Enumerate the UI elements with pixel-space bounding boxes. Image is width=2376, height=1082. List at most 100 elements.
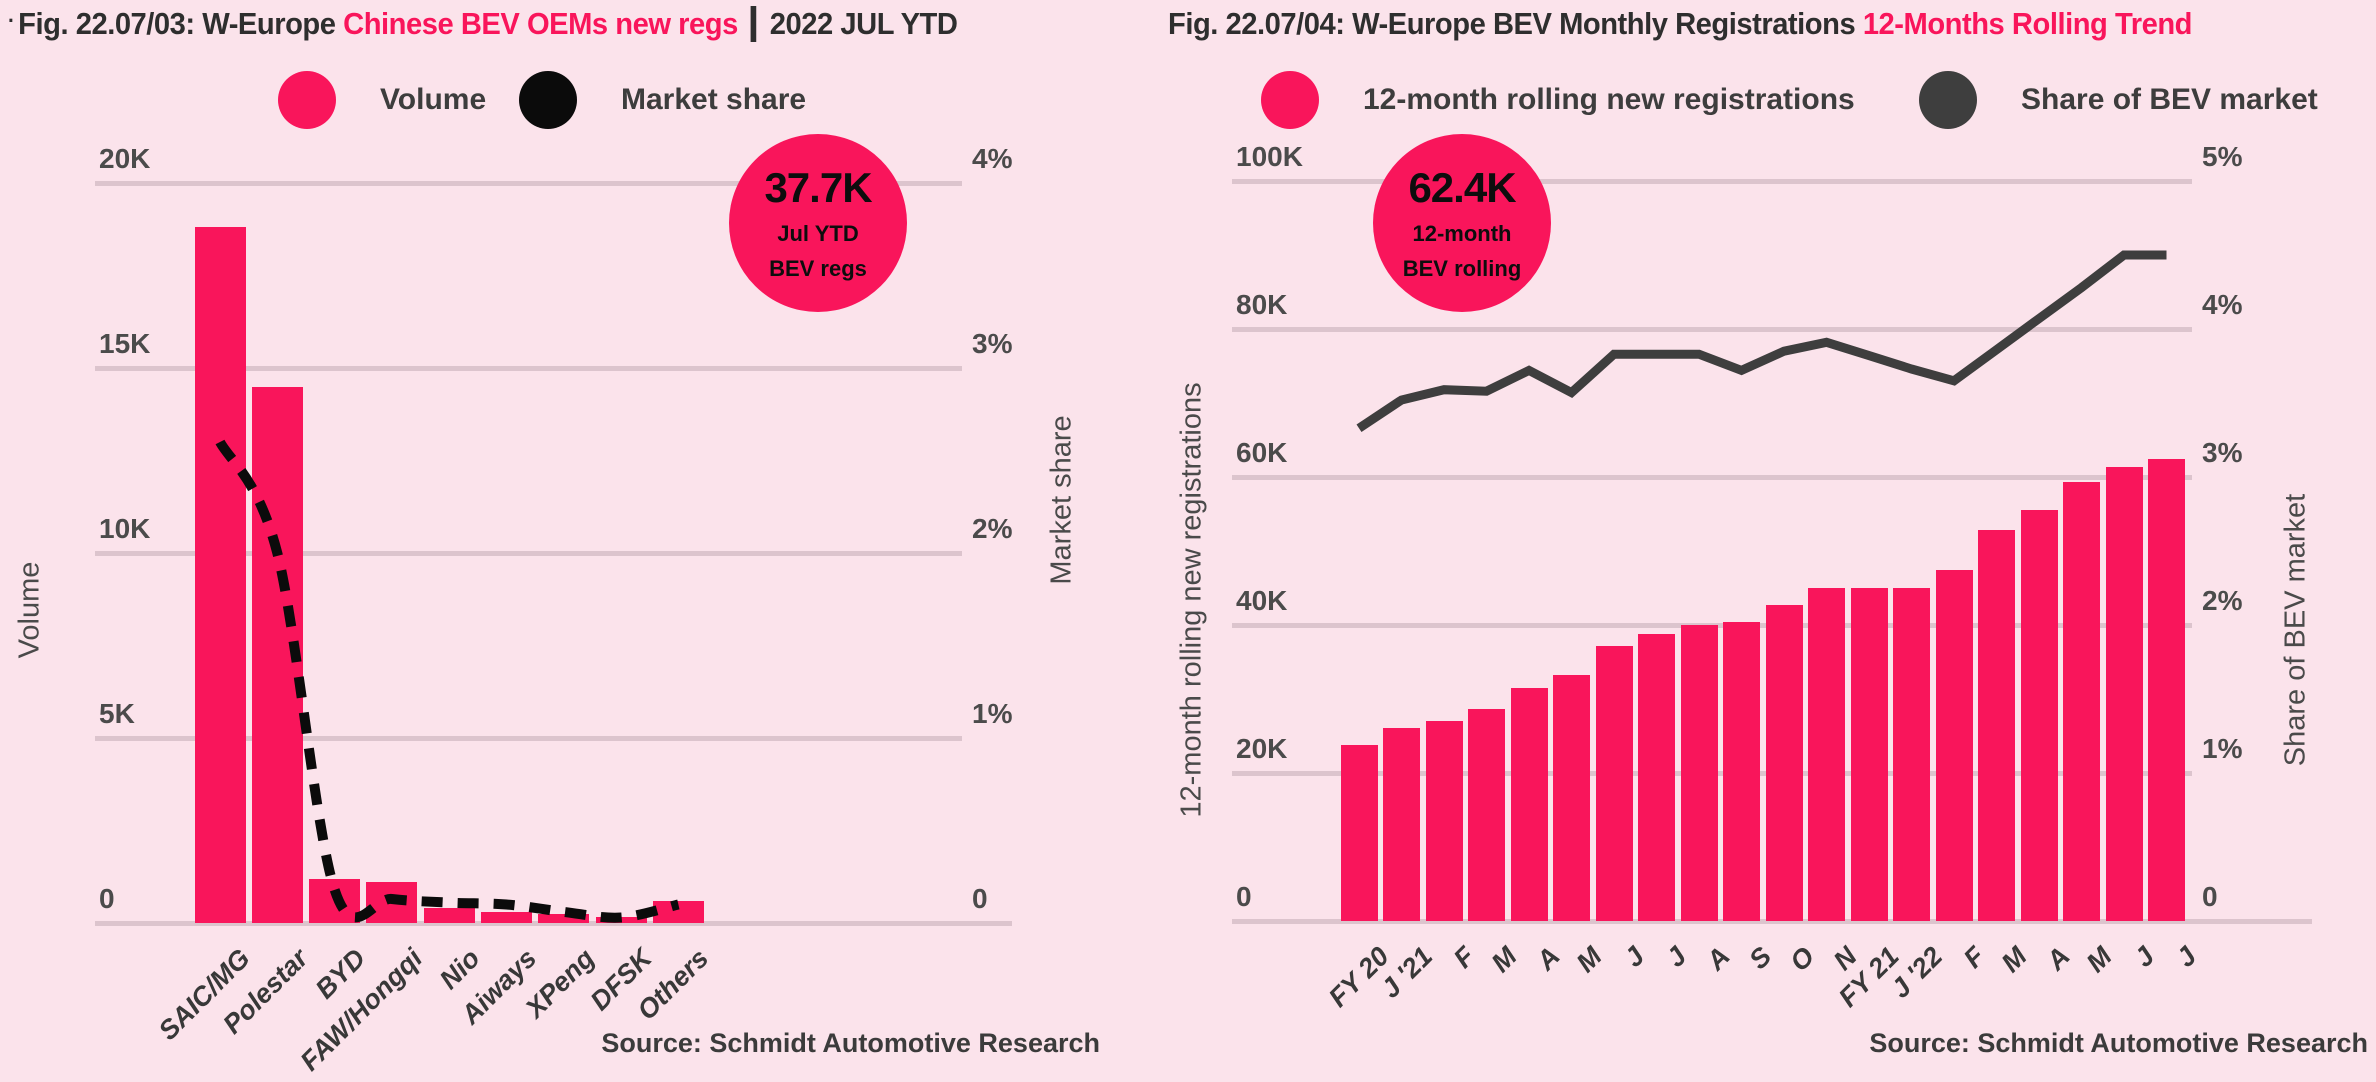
rolling-total-badge: 62.4K 12-month BEV rolling bbox=[1373, 134, 1551, 312]
y-axis-tick-label: 10K bbox=[99, 513, 151, 544]
bev-share-legend-dot-icon bbox=[1919, 71, 1977, 129]
right-source-credit: Source: Schmidt Automotive Research bbox=[1869, 1028, 2368, 1058]
x-axis-category-label: J bbox=[1660, 941, 1693, 973]
x-axis-category-label: A bbox=[1530, 941, 1566, 977]
title-separator bbox=[751, 6, 757, 42]
gridline bbox=[1232, 919, 2312, 924]
secondary-y-axis-tick-label: 2% bbox=[2202, 585, 2243, 616]
registrations-bar bbox=[2020, 509, 2058, 921]
registrations-bar bbox=[1383, 727, 1420, 921]
left-title-pink: Chinese BEV OEMs new regs bbox=[335, 6, 738, 41]
x-axis-category-label: O bbox=[1784, 941, 1821, 978]
badge-line2: BEV rolling bbox=[1402, 256, 1522, 281]
x-axis-category-label: J bbox=[1618, 941, 1651, 973]
market-share-legend-dot-icon bbox=[519, 71, 577, 129]
x-axis-category-label: F bbox=[1957, 941, 1991, 974]
x-axis-category-label: M bbox=[1570, 941, 1608, 979]
gridline bbox=[95, 921, 1012, 926]
y-axis-tick-label: 80K bbox=[1236, 289, 1288, 320]
left-y-axis-title: Volume bbox=[13, 561, 46, 659]
legend-label: 12-month rolling new registrations bbox=[1363, 83, 1855, 116]
registrations-bar bbox=[1468, 708, 1505, 921]
x-axis-category-label: M bbox=[2080, 941, 2118, 979]
y-axis-tick-label: 100K bbox=[1236, 141, 1303, 172]
legend-label: Market share bbox=[621, 83, 807, 116]
badge-value: 37.7K bbox=[764, 164, 872, 211]
right-chart-right-axis-title: Share of BEV market bbox=[2279, 493, 2312, 767]
gridline bbox=[1232, 475, 2192, 480]
legend-item-market-share: Market share bbox=[519, 71, 806, 129]
y-axis-tick-label: 20K bbox=[1236, 733, 1288, 764]
x-axis-category-label: S bbox=[1743, 941, 1778, 975]
registrations-bar bbox=[1638, 633, 1675, 921]
volume-bar bbox=[194, 227, 246, 923]
x-axis-category-label: M bbox=[1485, 941, 1523, 979]
y-axis-tick-label: 60K bbox=[1236, 437, 1288, 468]
volume-bar bbox=[309, 878, 361, 923]
legend-item-rolling-registrations: 12-month rolling new registrations bbox=[1261, 71, 1855, 129]
registrations-bar bbox=[1680, 625, 1718, 921]
badge-value: 62.4K bbox=[1408, 164, 1516, 211]
left-chart-right-axis-title: Market share bbox=[1045, 415, 1078, 585]
registrations-bar bbox=[1425, 721, 1463, 921]
legend-label: Volume bbox=[380, 83, 487, 116]
secondary-y-axis-tick-label: 3% bbox=[972, 328, 1013, 359]
right-chart-title: Fig. 22.07/04: W-Europe BEV Monthly Regi… bbox=[1168, 6, 2192, 42]
badge-line1: 12-month bbox=[1412, 221, 1512, 246]
volume-legend-dot-icon bbox=[278, 71, 336, 129]
y-axis-tick-label: 0 bbox=[1236, 881, 1252, 912]
legend-label: Share of BEV market bbox=[2021, 83, 2318, 116]
secondary-y-axis-tick-label: 1% bbox=[972, 698, 1013, 729]
registrations-bar bbox=[2105, 467, 2143, 921]
x-axis-category-label: J bbox=[2128, 941, 2161, 973]
secondary-y-axis-tick-label: 3% bbox=[2202, 437, 2243, 468]
legend-item-volume: Volume bbox=[278, 71, 486, 129]
x-axis-category-label: A bbox=[2040, 941, 2076, 977]
legend-item-bev-share: Share of BEV market bbox=[1919, 71, 2318, 129]
x-axis-category-label: A bbox=[1700, 941, 1736, 977]
badge-line1: Jul YTD bbox=[777, 221, 859, 246]
registrations-bar bbox=[1510, 687, 1548, 921]
registrations-bar bbox=[1765, 605, 1803, 921]
rolling-registrations-legend-dot-icon bbox=[1261, 71, 1319, 129]
volume-bar bbox=[481, 911, 532, 923]
registrations-bar bbox=[1808, 588, 1845, 921]
registrations-bar bbox=[1340, 744, 1378, 921]
registrations-bar bbox=[2063, 482, 2100, 921]
volume-bar bbox=[366, 882, 418, 923]
registrations-bar bbox=[1978, 529, 2015, 921]
secondary-y-axis-tick-label: 1% bbox=[2202, 733, 2243, 764]
secondary-y-axis-tick-label: 4% bbox=[2202, 289, 2243, 320]
y-axis-tick-label: 0 bbox=[99, 883, 115, 914]
title-bullet: · bbox=[8, 8, 15, 33]
left-title-dark: Fig. 22.07/03: W-Europe bbox=[18, 6, 336, 41]
left-chart-title: · Fig. 22.07/03: W-Europe Chinese BEV OEM… bbox=[8, 6, 958, 42]
registrations-bar bbox=[1893, 588, 1930, 921]
registrations-bar bbox=[1935, 569, 1973, 921]
y-axis-tick-label: 5K bbox=[99, 698, 135, 729]
jul-ytd-total-badge: 37.7K Jul YTD BEV regs bbox=[729, 134, 907, 312]
gridline bbox=[1232, 179, 2192, 184]
volume-bar bbox=[538, 913, 590, 923]
volume-bar bbox=[595, 917, 647, 923]
secondary-y-axis-tick-label: 0 bbox=[972, 883, 988, 914]
left-source-credit: Source: Schmidt Automotive Research bbox=[601, 1028, 1100, 1058]
right-title-pink: 12-Months Rolling Trend bbox=[1855, 6, 2193, 41]
secondary-y-axis-tick-label: 5% bbox=[2202, 141, 2243, 172]
x-axis-category-label: F bbox=[1447, 941, 1481, 974]
secondary-y-axis-tick-label: 0 bbox=[2202, 881, 2218, 912]
x-axis-category-label: J '22 bbox=[1884, 941, 1948, 1004]
registrations-bar bbox=[1723, 622, 1760, 921]
secondary-y-axis-tick-label: 2% bbox=[972, 513, 1013, 544]
x-axis-category-label: J bbox=[2170, 941, 2203, 973]
x-axis-category-label: M bbox=[1995, 941, 2033, 979]
volume-bar bbox=[423, 908, 475, 923]
volume-bar bbox=[251, 386, 303, 923]
gridline bbox=[1232, 327, 2192, 332]
y-axis-tick-label: 40K bbox=[1236, 585, 1288, 616]
volume-bar bbox=[652, 900, 704, 923]
registrations-bar bbox=[1850, 588, 1888, 921]
registrations-bar bbox=[1553, 675, 1590, 921]
gridline bbox=[95, 181, 962, 186]
